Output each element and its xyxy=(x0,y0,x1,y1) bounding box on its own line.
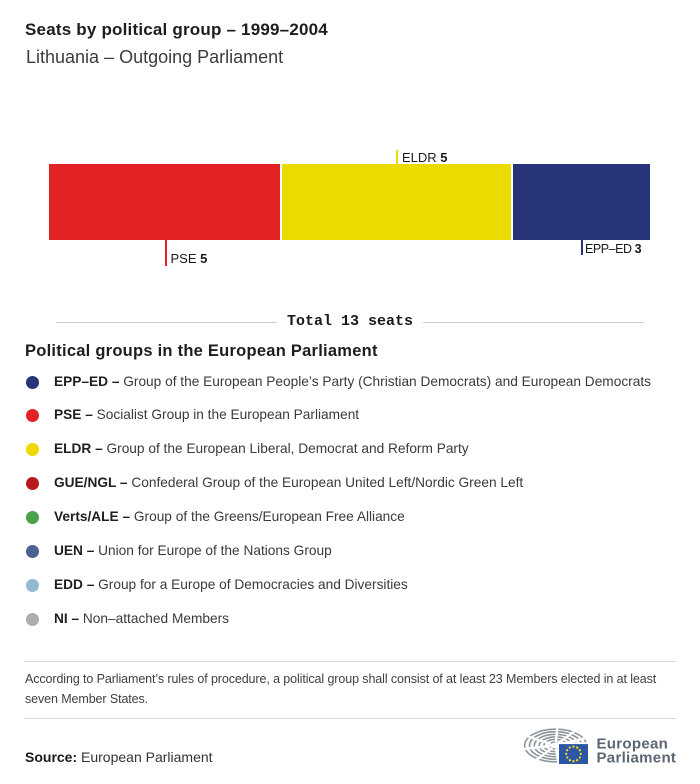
svg-text:Parliament: Parliament xyxy=(597,750,677,767)
svg-text:European: European xyxy=(597,736,669,753)
